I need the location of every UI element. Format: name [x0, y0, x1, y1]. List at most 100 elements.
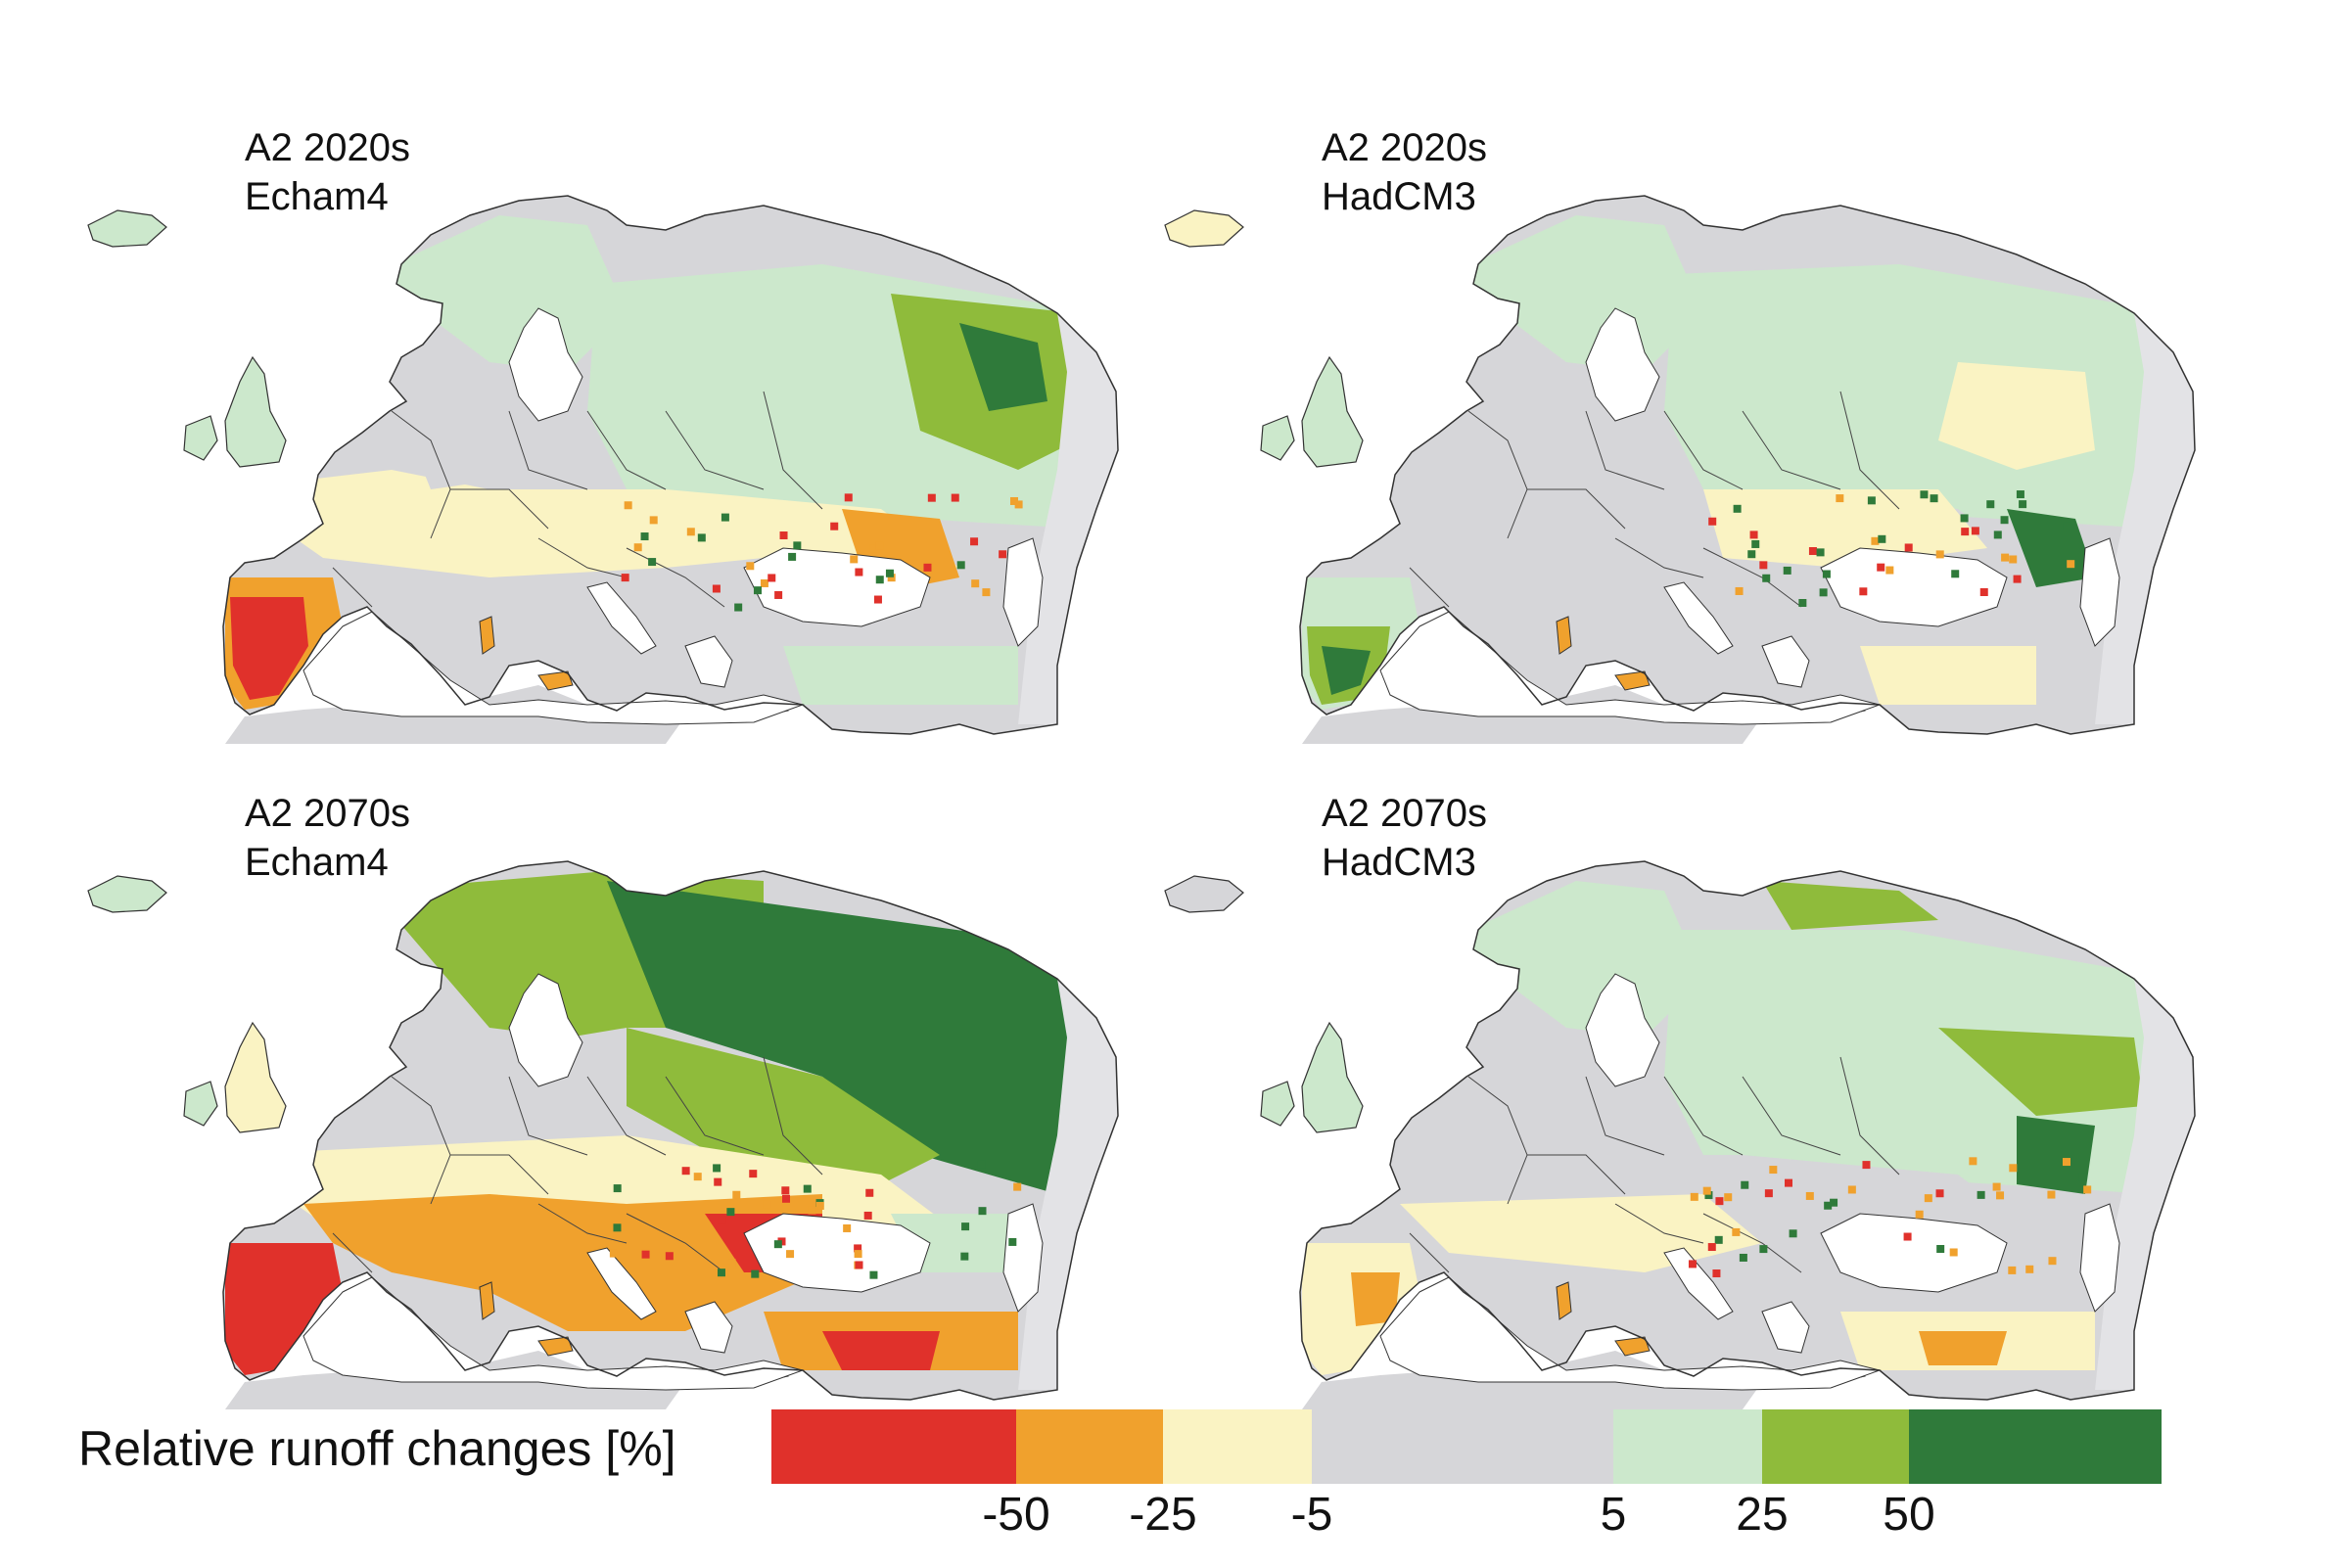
legend-ticks: -50 -25 -5 5 25 50: [0, 1488, 2326, 1546]
aegean-sea: [684, 1301, 733, 1354]
panel-label: A2 2020s HadCM3: [1322, 123, 1487, 221]
grid-cell: [1960, 514, 1969, 523]
grid-cell: [1008, 1237, 1017, 1246]
legend-swatch-25-to-50: [1762, 1409, 1909, 1484]
grid-cell: [793, 541, 802, 550]
country-border: [626, 1213, 725, 1273]
blacksea-sea: [743, 1213, 931, 1293]
grid-cell: [2013, 575, 2022, 583]
grid-cell: [1824, 1201, 1833, 1210]
sicily: [537, 670, 574, 691]
grid-cell: [873, 595, 882, 604]
grid-cell: [781, 1186, 790, 1195]
grid-cell: [1764, 1189, 1773, 1198]
grid-cell: [1915, 1210, 1924, 1219]
caspian-sea: [1002, 1203, 1044, 1313]
runoff-region: [303, 1194, 822, 1331]
grid-cell: [999, 550, 1007, 559]
grid-cell: [2048, 1257, 2057, 1266]
grid-cell: [788, 552, 797, 561]
grid-cell: [1979, 587, 1988, 596]
map-panel-2070s-hadcm3: A2 2070s HadCM3: [1155, 783, 2212, 1409]
corsica-sardinia: [1556, 616, 1572, 655]
grid-cell: [1877, 563, 1885, 572]
country-border: [450, 1154, 549, 1195]
ireland: [183, 1081, 218, 1127]
legend-tick: -50: [982, 1489, 1050, 1541]
country-border: [1467, 1076, 1528, 1205]
grid-cell: [2063, 522, 2071, 530]
grid-cell: [1871, 536, 1880, 545]
grid-cell: [1924, 1194, 1932, 1203]
runoff-region: [1449, 881, 1703, 1038]
adriatic-sea: [1663, 1247, 1734, 1320]
grid-cell: [1969, 1157, 1977, 1166]
scenario-label: A2 2070s: [1322, 792, 1488, 835]
country-border: [665, 410, 765, 490]
iceland: [87, 875, 167, 913]
grid-cell: [732, 1190, 741, 1199]
grid-cell: [2000, 516, 2009, 525]
grid-cell: [686, 528, 695, 536]
coastline: [1299, 860, 2196, 1401]
grid-cell: [773, 1240, 782, 1249]
grid-cell: [854, 1250, 862, 1259]
country-border: [1839, 1056, 1900, 1176]
runoff-regions: [225, 871, 1118, 1390]
grid-cell: [982, 588, 991, 597]
runoff-region: [372, 215, 627, 372]
grid-cell: [624, 501, 632, 510]
grid-cell: [2008, 1266, 2017, 1274]
country-border: [332, 567, 373, 608]
blacksea-sea: [743, 547, 931, 627]
sicily: [1614, 670, 1651, 691]
grid-cell: [681, 1167, 690, 1176]
grid-cell: [1747, 550, 1756, 559]
coastline: [1299, 195, 2196, 735]
grid-cell: [1010, 496, 1019, 505]
country-border: [1702, 547, 1802, 608]
grid-cell: [1993, 530, 2002, 539]
grid-cell: [1688, 1260, 1697, 1268]
grid-cell: [1805, 1191, 1814, 1200]
corsica-sardinia: [479, 616, 495, 655]
legend-tick: -25: [1129, 1489, 1197, 1541]
runoff-regions: [225, 215, 1118, 724]
legend-tick: 50: [1883, 1489, 1935, 1541]
grid-cell: [712, 584, 721, 593]
grid-cell: [927, 493, 936, 502]
grid-cell: [1702, 1186, 1711, 1195]
grid-cell: [855, 1261, 863, 1269]
grid-cell: [1714, 1235, 1723, 1244]
grid-cell: [1749, 530, 1758, 539]
grid-cell: [1996, 1191, 2005, 1200]
grid-cell: [2083, 1185, 2092, 1194]
sicily: [1614, 1336, 1651, 1357]
grid-cell: [1708, 517, 1717, 526]
grid-cell: [956, 561, 965, 570]
country-border: [1742, 410, 1841, 490]
runoff-region: [1938, 362, 2095, 470]
coastline: [222, 195, 1119, 735]
grid-cell: [971, 579, 980, 588]
grid-cell: [951, 493, 959, 502]
country-border: [1527, 488, 1626, 530]
grid-cell: [1013, 1182, 1022, 1191]
europe-map: [1164, 860, 2196, 1409]
grid-cell: [1935, 550, 1944, 559]
grid-cell: [763, 1200, 771, 1209]
grid-cell: [746, 562, 755, 571]
runoff-region: [1322, 646, 1371, 695]
country-border: [508, 1076, 588, 1156]
no-data-band: [1018, 979, 1118, 1390]
grid-cell: [1971, 527, 1979, 535]
grid-cell: [641, 1250, 650, 1259]
grid-cell: [1724, 1193, 1733, 1202]
grid-cell: [753, 586, 762, 595]
country-border: [537, 1203, 628, 1244]
grid-cell: [850, 555, 859, 564]
grid-cell: [855, 568, 863, 576]
runoff-region: [822, 1331, 940, 1370]
legend-swatch-minus-50-to-minus-25: [1016, 1409, 1163, 1484]
blacksea-sea: [1820, 547, 2008, 627]
